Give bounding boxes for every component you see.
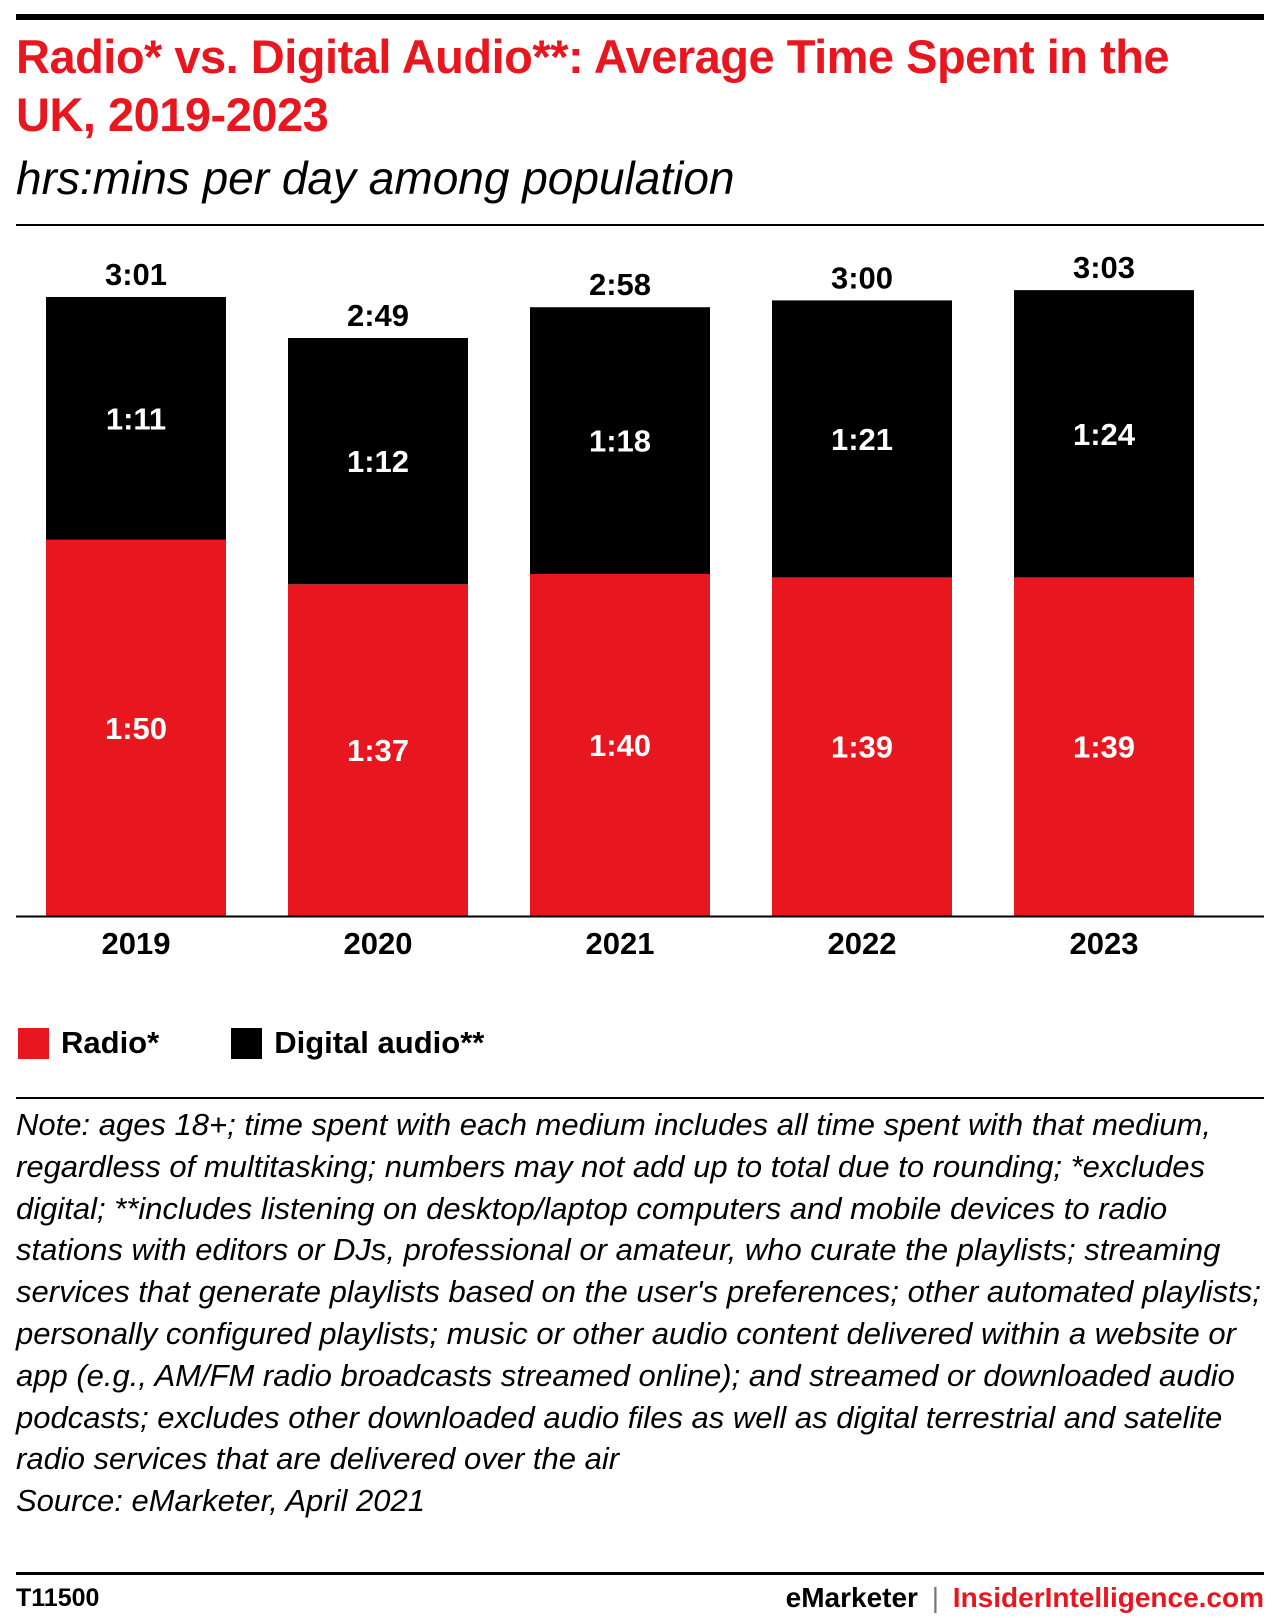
legend-label-digital-audio: Digital audio** <box>274 1025 485 1060</box>
data-label-radio-2019: 1:50 <box>105 711 167 746</box>
legend-swatch-digital-audio <box>231 1027 263 1059</box>
legend-item-digital-audio: Digital audio** <box>231 1025 484 1061</box>
data-label-radio-2023: 1:39 <box>1073 730 1135 765</box>
chart-subtitle: hrs:mins per day among population <box>16 152 735 204</box>
total-label-2022: 3:00 <box>831 260 893 295</box>
data-label-radio-2022: 1:39 <box>831 730 893 765</box>
data-label-radio-2020: 1:37 <box>347 733 409 768</box>
footer-brand: eMarketer | InsiderIntelligence.com <box>786 1582 1264 1614</box>
legend: Radio* Digital audio** <box>18 1025 556 1061</box>
brand-name: eMarketer <box>785 1582 918 1613</box>
bar-digital-audio-2020 <box>288 338 468 585</box>
bar-radio-2022 <box>772 577 952 916</box>
top-rule <box>16 14 1264 20</box>
stacked-bar-chart: 1:50 1:11 3:01 2019 1:37 1:12 2:49 2020 1:40 1:18… <box>16 250 1264 961</box>
data-label-digital-audio-2021: 1:18 <box>589 424 651 459</box>
chart-id: T11500 <box>16 1584 100 1612</box>
bar-digital-audio-2019 <box>46 296 226 540</box>
brand-separator: | <box>931 1582 940 1613</box>
bar-digital-audio-2021 <box>530 307 710 574</box>
x-tick-label-2021: 2021 <box>586 926 655 961</box>
data-label-digital-audio-2023: 1:24 <box>1073 417 1136 452</box>
footer-rule <box>16 1572 1264 1575</box>
data-label-digital-audio-2022: 1:21 <box>831 422 893 457</box>
legend-label-radio: Radio* <box>61 1025 160 1060</box>
header-rule <box>16 224 1264 226</box>
total-label-2020: 2:49 <box>347 298 409 333</box>
data-label-digital-audio-2019: 1:11 <box>106 401 166 436</box>
chart-title: Radio* vs. Digital Audio**: Average Time… <box>16 30 1170 141</box>
x-tick-label-2022: 2022 <box>828 926 897 961</box>
bar-radio-2023 <box>1014 577 1194 916</box>
data-label-digital-audio-2020: 1:12 <box>347 444 409 479</box>
legend-item-radio: Radio* <box>18 1025 159 1061</box>
bar-digital-audio-2022 <box>772 300 952 578</box>
note-text: Note: ages 18+; time spent with each med… <box>16 1107 1261 1477</box>
bar-radio-2021 <box>530 574 710 916</box>
legend-swatch-radio <box>18 1027 49 1059</box>
source-text: Source: eMarketer, April 2021 <box>16 1483 425 1519</box>
site-link[interactable]: InsiderIntelligence.com <box>952 1582 1264 1613</box>
notes-rule <box>16 1097 1264 1099</box>
data-label-radio-2021: 1:40 <box>589 728 651 763</box>
notes-block: Note: ages 18+; time spent with each med… <box>16 1104 1266 1522</box>
bar-radio-2019 <box>46 539 226 916</box>
x-tick-label-2020: 2020 <box>344 926 413 961</box>
x-tick-label-2019: 2019 <box>102 926 171 961</box>
x-tick-label-2023: 2023 <box>1070 926 1139 961</box>
bar-radio-2020 <box>288 584 468 916</box>
total-label-2019: 3:01 <box>105 257 167 292</box>
total-label-2023: 3:03 <box>1073 250 1135 285</box>
bar-digital-audio-2023 <box>1014 290 1194 578</box>
total-label-2021: 2:58 <box>589 267 651 302</box>
